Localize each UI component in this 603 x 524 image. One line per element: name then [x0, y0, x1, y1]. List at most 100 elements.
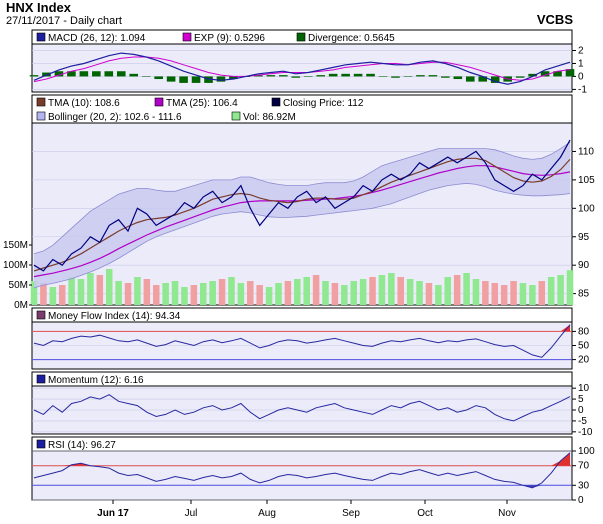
macd-divergence-bar [378, 76, 388, 77]
volume-bar [453, 275, 461, 305]
volume-bar [77, 279, 85, 305]
macd-divergence-bar [528, 73, 537, 77]
macd-legend-exp-swatch [182, 32, 192, 42]
price-legend-volume: Vol: 86.92M [243, 112, 296, 123]
x-tick-label: Nov [498, 508, 516, 519]
macd-divergence-bar [166, 76, 176, 82]
price-legend-strip [31, 94, 573, 124]
macd-divergence-bar [191, 76, 201, 83]
volume-bar [482, 281, 489, 305]
volume-bar [209, 281, 216, 305]
macd-divergence-bar [403, 76, 413, 77]
brand-label: VCBS [536, 12, 573, 27]
macd-divergence-bar [490, 76, 500, 83]
price-axis-tick-label: 105 [578, 175, 595, 186]
rsi-axis-tick-label: 100 [578, 446, 595, 457]
volume-bar [265, 287, 273, 305]
rsi-legend: RSI (14): 96.27 [48, 440, 116, 451]
macd-legend-macd: MACD (26, 12): 1.094 [48, 33, 146, 44]
macd-divergence-bar [29, 75, 39, 77]
macd-exp-line [33, 56, 571, 83]
bollinger-band [34, 142, 570, 288]
mfi-axis-tick-label: 50 [578, 341, 590, 352]
volume-bar [378, 275, 386, 305]
volume-bar [529, 285, 536, 305]
macd-divergence-bar [229, 76, 238, 80]
momentum-legend: Momentum (12): 6.16 [48, 375, 144, 386]
macd-divergence-bar [92, 71, 101, 77]
volume-bar [58, 285, 66, 305]
macd-legend-divergence: Divergence: 0.5645 [308, 33, 395, 44]
price-legend-tma10: TMA (10): 108.6 [48, 98, 120, 109]
closing-price-line [33, 139, 571, 272]
volume-bar [49, 287, 57, 305]
macd-axis-tick-label: 2 [578, 45, 584, 56]
macd-divergence-bar [478, 76, 488, 82]
volume-bar [472, 279, 480, 305]
momentum-axis-tick-label: 5 [578, 394, 584, 405]
volume-bar [519, 283, 527, 305]
price-legend-tma25: TMA (25): 106.4 [166, 98, 238, 109]
macd-divergence-bar [216, 76, 226, 82]
volume-bar [406, 279, 414, 305]
chart-subtitle: 27/11/2017 - Daily chart [6, 15, 122, 27]
volume-bar [115, 281, 122, 305]
tma10-line [33, 157, 571, 272]
momentum-legend-strip [31, 371, 573, 387]
volume-bar [416, 281, 423, 305]
momentum-axis-tick-label: 10 [578, 383, 590, 394]
price-legend-close: Closing Price: 112 [283, 98, 364, 109]
mfi-legend-strip [31, 307, 573, 323]
volume-tick-label: 150M [3, 240, 28, 251]
macd-divergence-bar [79, 71, 89, 77]
volume-bar [397, 277, 404, 305]
macd-divergence-bar [316, 75, 325, 77]
volume-bar [350, 281, 357, 305]
volume-tick-label: 50M [9, 280, 28, 291]
macd-divergence-bar [179, 76, 188, 83]
volume-bar [40, 283, 47, 305]
macd-divergence-bar [441, 76, 450, 78]
macd-divergence-bar [391, 76, 400, 78]
volume-bar [435, 285, 442, 305]
volume-bar [256, 285, 263, 305]
momentum-axis-tick-label: -10 [578, 427, 593, 438]
volume-bar [369, 277, 376, 305]
volume-bar [331, 283, 339, 305]
mfi-line [33, 324, 571, 358]
x-tick-label: Jul [185, 508, 198, 519]
macd-line [33, 52, 571, 85]
volume-bar [152, 285, 160, 305]
volume-bar [538, 281, 546, 305]
rsi-axis-tick-label: 70 [578, 461, 590, 472]
mfi-axis-tick-label: 20 [578, 355, 590, 366]
volume-bar [124, 283, 132, 305]
volume-bar [96, 275, 104, 305]
volume-bar [134, 277, 141, 305]
price-legend-close-swatch [271, 97, 281, 107]
volume-bar [237, 283, 245, 305]
momentum-legend-swatch [36, 374, 46, 384]
volume-bar [500, 285, 508, 305]
volume-bar [247, 281, 254, 305]
price-axis-tick-label: 110 [578, 146, 594, 157]
macd-axis-tick-label: 1 [578, 58, 584, 69]
volume-bar [510, 281, 517, 305]
macd-divergence-bar [141, 76, 151, 77]
volume-bar [547, 277, 555, 305]
price-legend-volume-swatch [231, 111, 241, 121]
volume-bar [105, 269, 113, 305]
volume-tick-label: 100M [3, 260, 28, 271]
volume-bar [68, 277, 75, 305]
price-axis-tick-label: 85 [578, 289, 590, 300]
volume-bar [87, 273, 94, 305]
mfi-legend-swatch [36, 310, 46, 320]
volume-bar [228, 277, 235, 305]
mfi-legend: Money Flow Index (14): 94.34 [48, 311, 181, 322]
rsi-legend-swatch [36, 439, 46, 449]
macd-divergence-bar [353, 73, 363, 77]
momentum-line [33, 394, 571, 422]
macd-legend-macd-swatch [36, 32, 46, 42]
macd-divergence-bar [341, 73, 350, 77]
volume-bar [322, 281, 329, 305]
